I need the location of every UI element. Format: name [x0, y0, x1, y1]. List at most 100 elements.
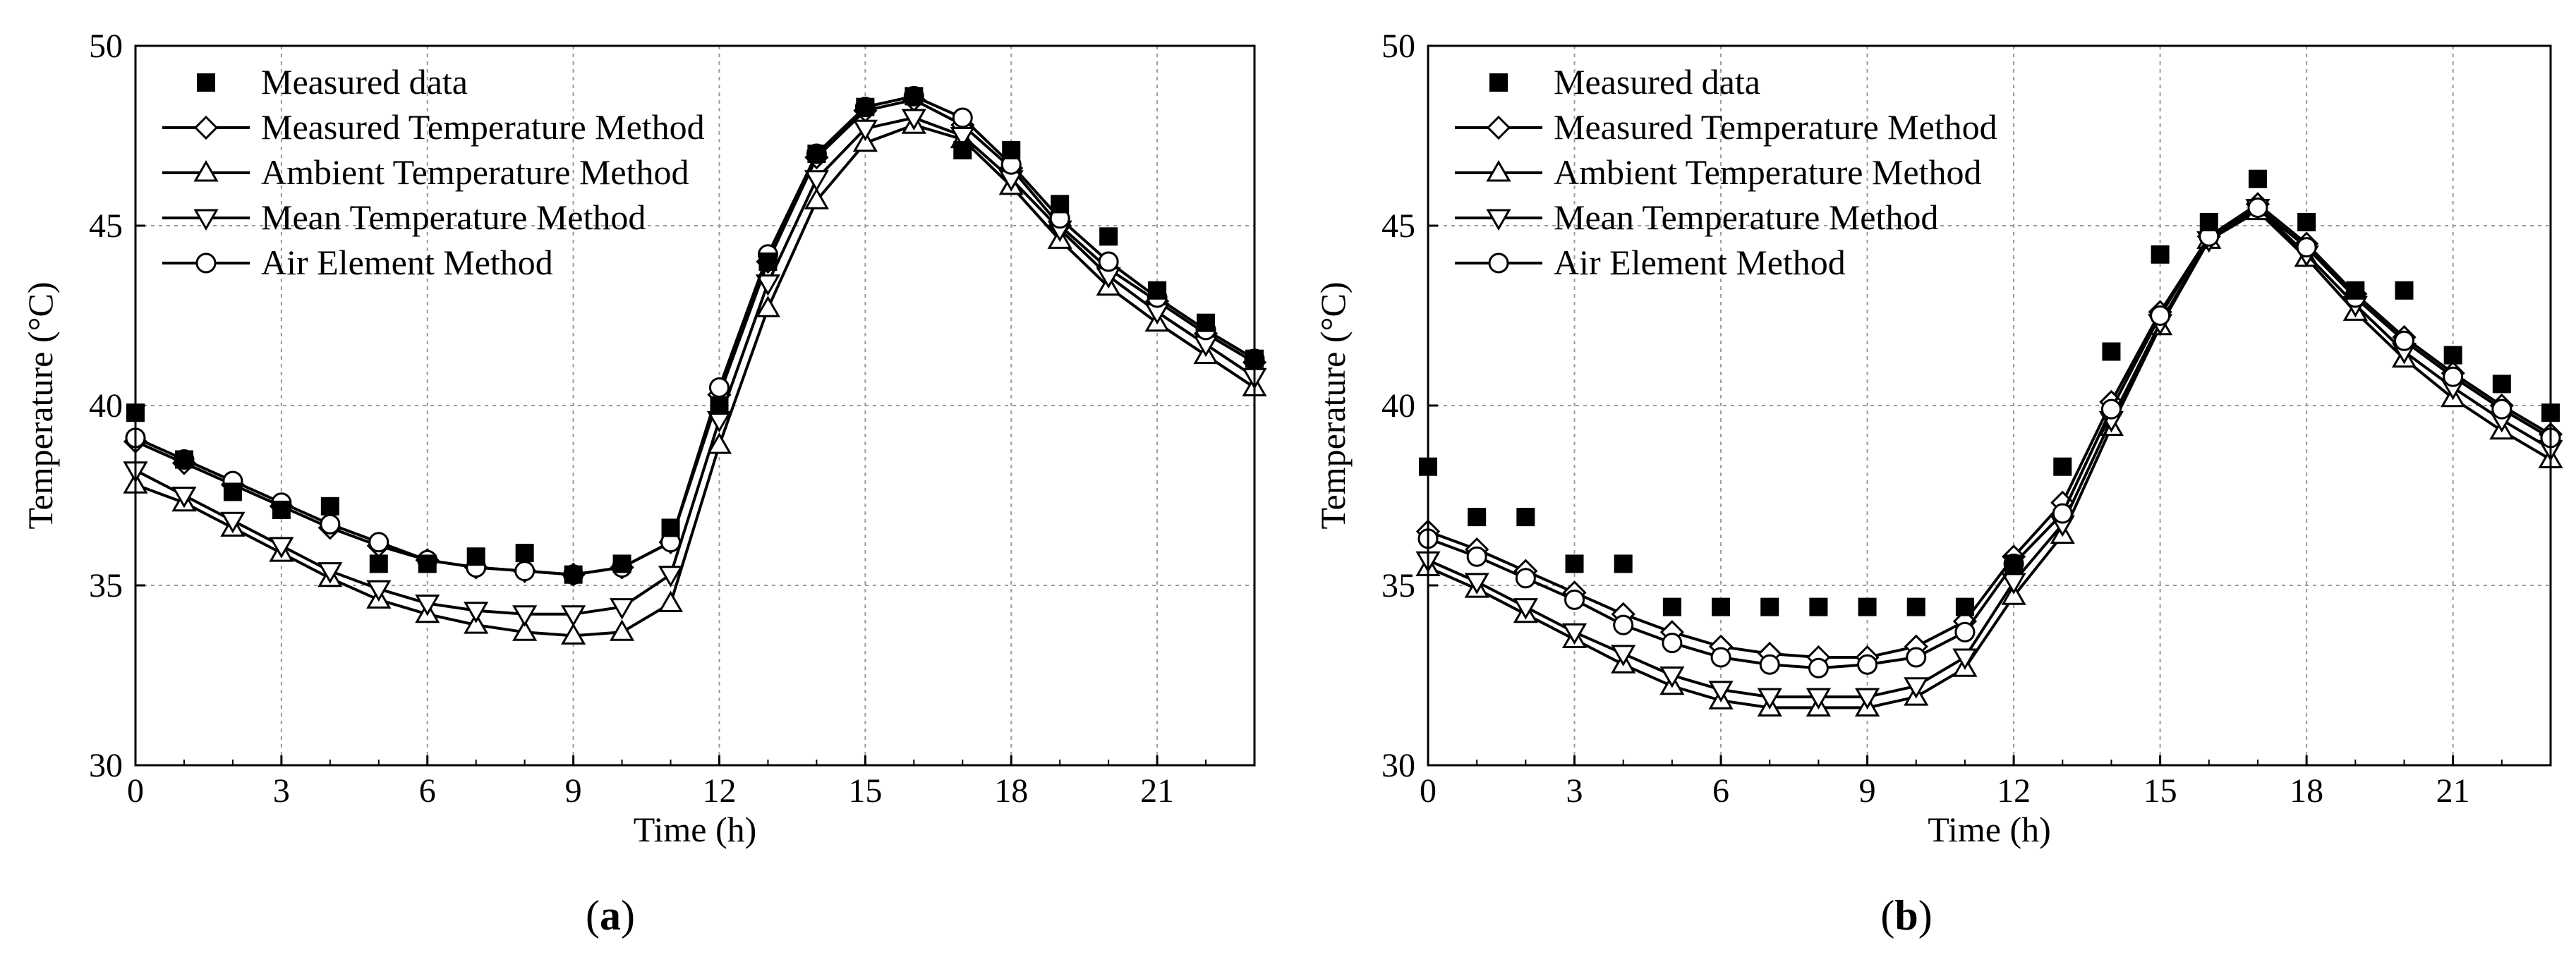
measured-point: [2102, 342, 2121, 361]
series-point: [1515, 568, 1536, 589]
y-tick-label-45: 45: [89, 207, 123, 245]
axis-ticks-b: 0 3 6 9 12 15 18 21 30 35 40 45 50: [1381, 28, 2551, 810]
legend-marker-diamond: [193, 115, 219, 140]
measured-data-points-b: [1419, 169, 2560, 616]
legend-label: Ambient Temperature Method: [261, 152, 689, 192]
series-point: [1759, 654, 1780, 675]
measured-point: [1955, 597, 1974, 616]
series-layer-a: [123, 85, 1267, 645]
y-tick-label-35: 35: [1381, 567, 1415, 604]
series-point: [2001, 583, 2026, 605]
measured-point: [2443, 346, 2462, 365]
chart-panel-a: 0 3 6 9 12 15 18 21 30 35 40 45 50 Time (h) Temperat…: [20, 28, 1267, 939]
y-tick-label-30: 30: [1381, 747, 1415, 784]
series-point: [1466, 546, 1487, 567]
measured-point: [953, 140, 972, 159]
measured-point: [1002, 140, 1021, 159]
series-circle-b: [1417, 197, 2561, 678]
measured-point: [856, 97, 875, 116]
panel-label-a-open: (: [586, 892, 600, 939]
measured-point: [1662, 597, 1681, 616]
series-point: [1906, 647, 1927, 668]
measured-point: [1516, 508, 1535, 527]
measured-point: [1858, 597, 1877, 616]
measured-point: [710, 396, 729, 415]
x-tick-label-12: 12: [1997, 772, 2031, 810]
measured-point: [174, 450, 193, 469]
panel-label-b: (b): [1880, 892, 1932, 939]
series-point: [1857, 654, 1878, 675]
x-tick-label-0: 0: [1420, 772, 1437, 810]
legend-label: Mean Temperature Method: [1554, 197, 1938, 237]
series-point: [1098, 251, 1119, 272]
y-tick-label-40: 40: [89, 387, 123, 425]
series-point: [2296, 237, 2317, 258]
series-point: [1904, 677, 1929, 699]
x-tick-label-6: 6: [1712, 772, 1729, 810]
y-tick-label-45: 45: [1381, 207, 1415, 245]
series-point: [1808, 657, 1829, 678]
measured-point: [612, 554, 631, 573]
y-tick-label-35: 35: [89, 567, 123, 604]
series-point: [366, 580, 392, 602]
panel-label-a-close: ): [621, 892, 635, 939]
measured-point: [905, 87, 924, 106]
measured-point: [1099, 227, 1118, 246]
series-point: [852, 130, 878, 152]
series-point: [2247, 197, 2268, 218]
series-point: [171, 487, 197, 509]
measured-point: [2492, 375, 2511, 394]
panel-label-a: (a): [586, 892, 635, 939]
legend-label: Measured Temperature Method: [1554, 107, 1997, 147]
measured-point: [2199, 212, 2218, 231]
legend-marker-diamond: [1486, 115, 1511, 140]
measured-point: [418, 554, 437, 573]
series-point: [320, 513, 341, 535]
legend-a: Measured data Measured Temperature Method…: [162, 62, 705, 282]
series-point: [1954, 621, 1976, 643]
measured-point: [758, 252, 778, 271]
series-point: [804, 170, 829, 192]
measured-point: [564, 565, 583, 584]
legend-marker-square: [197, 73, 215, 92]
series-point: [952, 107, 973, 128]
series-point: [708, 377, 730, 398]
series-point: [1513, 598, 1538, 620]
measured-point: [1760, 597, 1779, 616]
series-triangle-down-a: [123, 109, 1267, 627]
measured-point: [2297, 212, 2316, 231]
measured-point: [2248, 169, 2267, 188]
measured-point: [807, 145, 826, 163]
series-point: [2052, 503, 2073, 524]
series-point: [2491, 398, 2512, 420]
measured-point: [466, 547, 485, 566]
x-tick-label-6: 6: [419, 772, 436, 810]
measured-point: [1906, 597, 1925, 616]
series-point: [1659, 666, 1685, 688]
x-tick-label-3: 3: [273, 772, 290, 810]
series-point: [1662, 633, 1683, 654]
measured-point: [2053, 457, 2072, 476]
series-point: [1561, 623, 1588, 645]
x-tick-label-9: 9: [1859, 772, 1876, 810]
axis-ticks-a: 0 3 6 9 12 15 18 21 30 35 40 45 50: [89, 28, 1255, 810]
series-point: [755, 296, 781, 317]
series-point: [514, 561, 536, 582]
panel-label-b-close: ): [1918, 892, 1933, 939]
series-point: [804, 188, 829, 209]
measured-point: [1148, 281, 1167, 300]
series-point: [1708, 681, 1734, 702]
series-point: [1854, 688, 1880, 710]
x-tick-label-21: 21: [1140, 772, 1174, 810]
measured-point: [2004, 554, 2024, 573]
x-tick-label-0: 0: [127, 772, 144, 810]
panel-label-b-open: (: [1880, 892, 1894, 939]
x-axis-title-b: Time (h): [1928, 810, 2051, 849]
series-point: [1806, 688, 1831, 710]
series-point: [609, 598, 635, 620]
legend-marker-square: [1489, 73, 1508, 92]
measured-point: [515, 544, 534, 563]
legend-b: Measured data Measured Temperature Method…: [1455, 62, 1997, 282]
series-point: [318, 562, 343, 584]
